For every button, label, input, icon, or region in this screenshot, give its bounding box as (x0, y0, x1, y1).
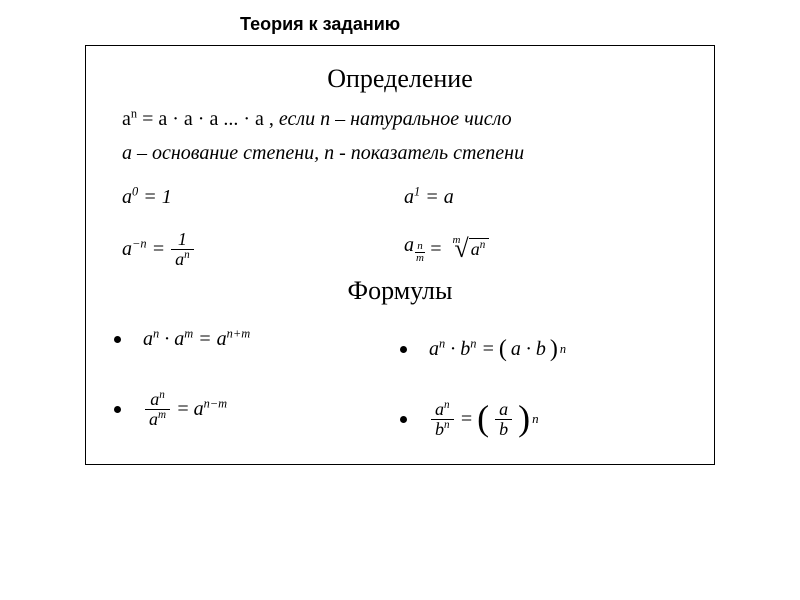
eq-a0: a0 = 1 (122, 174, 404, 220)
eq-neg-exp: a−n = 1 an (122, 226, 404, 272)
mth-root: m √ an (446, 238, 489, 260)
definition-line-2: a – основание степени, n - показатель ст… (122, 138, 686, 168)
content-frame: Определение an = a · a · a ... · a , есл… (85, 45, 715, 465)
fraction-1-over-an: 1 an (171, 230, 194, 269)
definition-line-1: an = a · a · a ... · a , если n – натура… (122, 104, 686, 134)
formula-power-of-product: an · bn = ( a · b )n (400, 326, 686, 372)
formula-quotient: an am = an−m (114, 386, 400, 432)
eq-a1: a1 = a (404, 174, 686, 220)
formula-power-of-quotient: an bn = ( a b )n (400, 396, 686, 442)
bullet-icon (114, 406, 121, 413)
bullet-icon (400, 346, 407, 353)
formula-grid: an · am = an+m an am = an−m an (114, 316, 686, 442)
heading-formulas: Формулы (114, 276, 686, 306)
formula-product: an · am = an+m (114, 316, 400, 362)
bullet-icon (114, 336, 121, 343)
page-title: Теория к заданию (0, 0, 800, 45)
identity-row-1: a0 = 1 a1 = a (122, 174, 686, 220)
eq-frac-exp-root: anm = m √ an (404, 226, 686, 272)
identity-row-2: a−n = 1 an anm = m √ an (122, 226, 686, 272)
bullet-icon (400, 416, 407, 423)
heading-definition: Определение (114, 64, 686, 94)
